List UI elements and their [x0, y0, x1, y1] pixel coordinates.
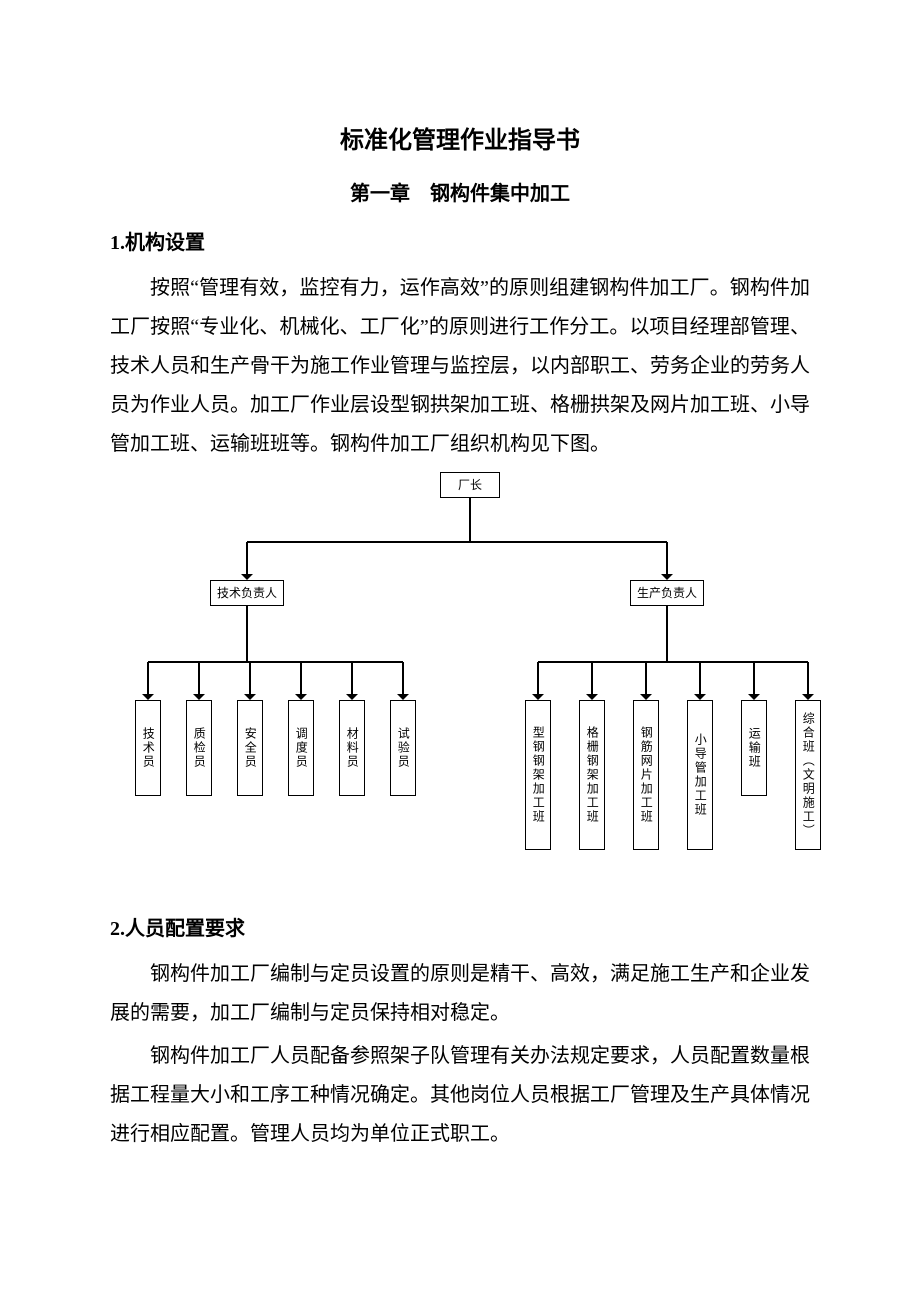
org-node-leaf-left-5: 试验员: [390, 700, 416, 796]
section-1-heading: 1.机构设置: [110, 226, 810, 255]
section-2-paragraph-2: 钢构件加工厂人员配备参照架子队管理有关办法规定要求，人员配置数量根据工程量大小和…: [110, 1037, 810, 1154]
document-title: 标准化管理作业指导书: [110, 120, 810, 155]
section-1-paragraph: 按照“管理有效，监控有力，运作高效”的原则组建钢构件加工厂。钢构件加工厂按照“专…: [110, 269, 810, 464]
chapter-heading: 第一章 钢构件集中加工: [110, 177, 810, 206]
org-node-leaf-left-0: 技术员: [135, 700, 161, 796]
org-node-leaf-left-1: 质检员: [186, 700, 212, 796]
section-2-heading: 2.人员配置要求: [110, 912, 810, 941]
org-node-leaf-right-0: 型钢钢架加工班: [525, 700, 551, 850]
org-node-mid-prod: 生产负责人: [630, 580, 704, 606]
org-node-leaf-right-3: 小导管加工班: [687, 700, 713, 850]
org-node-leaf-right-5: 综合班︵文明施工︶: [795, 700, 821, 850]
org-node-leaf-left-3: 调度员: [288, 700, 314, 796]
org-chart: 厂长技术负责人 生产负责人技术员质检员安全员调度员材料员试验员 型钢钢架加工班 格栅钢…: [110, 472, 830, 872]
org-node-leaf-left-2: 安全员: [237, 700, 263, 796]
section-2-paragraph-1: 钢构件加工厂编制与定员设置的原则是精干、高效，满足施工生产和企业发展的需要，加工…: [110, 955, 810, 1033]
org-node-root: 厂长: [440, 472, 500, 498]
org-node-leaf-left-4: 材料员: [339, 700, 365, 796]
org-node-mid-tech: 技术负责人: [210, 580, 284, 606]
org-node-leaf-right-4: 运输班: [741, 700, 767, 796]
org-chart-connectors: [110, 472, 830, 872]
org-node-leaf-right-1: 格栅钢架加工班: [579, 700, 605, 850]
org-node-leaf-right-2: 钢筋网片加工班: [633, 700, 659, 850]
